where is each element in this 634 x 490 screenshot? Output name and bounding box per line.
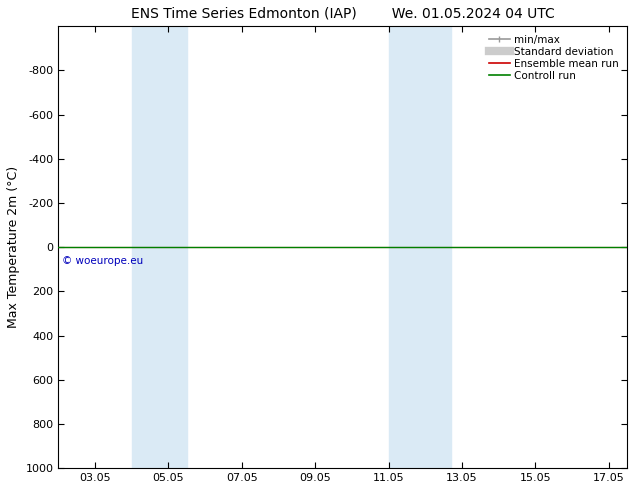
Legend: min/max, Standard deviation, Ensemble mean run, Controll run: min/max, Standard deviation, Ensemble me…	[486, 31, 622, 84]
Y-axis label: Max Temperature 2m (°C): Max Temperature 2m (°C)	[7, 166, 20, 328]
Bar	[132, 26, 187, 468]
Text: © woeurope.eu: © woeurope.eu	[62, 256, 143, 266]
Bar	[389, 26, 451, 468]
Title: ENS Time Series Edmonton (IAP)        We. 01.05.2024 04 UTC: ENS Time Series Edmonton (IAP) We. 01.05…	[131, 7, 555, 21]
